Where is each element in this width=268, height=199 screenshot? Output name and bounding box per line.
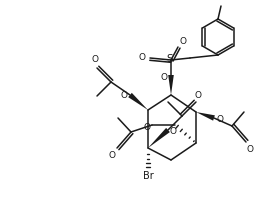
Polygon shape: [196, 112, 215, 121]
Text: O: O: [161, 72, 168, 82]
Text: O: O: [121, 92, 128, 100]
Text: O: O: [143, 124, 151, 133]
Polygon shape: [168, 75, 174, 95]
Text: O: O: [247, 144, 254, 153]
Text: O: O: [195, 91, 202, 100]
Text: O: O: [109, 150, 116, 160]
Text: O: O: [217, 115, 224, 125]
Text: Br: Br: [143, 171, 153, 181]
Text: O: O: [169, 128, 177, 137]
Polygon shape: [148, 128, 170, 148]
Text: O: O: [139, 54, 146, 62]
Polygon shape: [128, 93, 148, 110]
Text: O: O: [91, 56, 99, 64]
Text: O: O: [180, 37, 187, 47]
Text: S: S: [167, 54, 173, 64]
